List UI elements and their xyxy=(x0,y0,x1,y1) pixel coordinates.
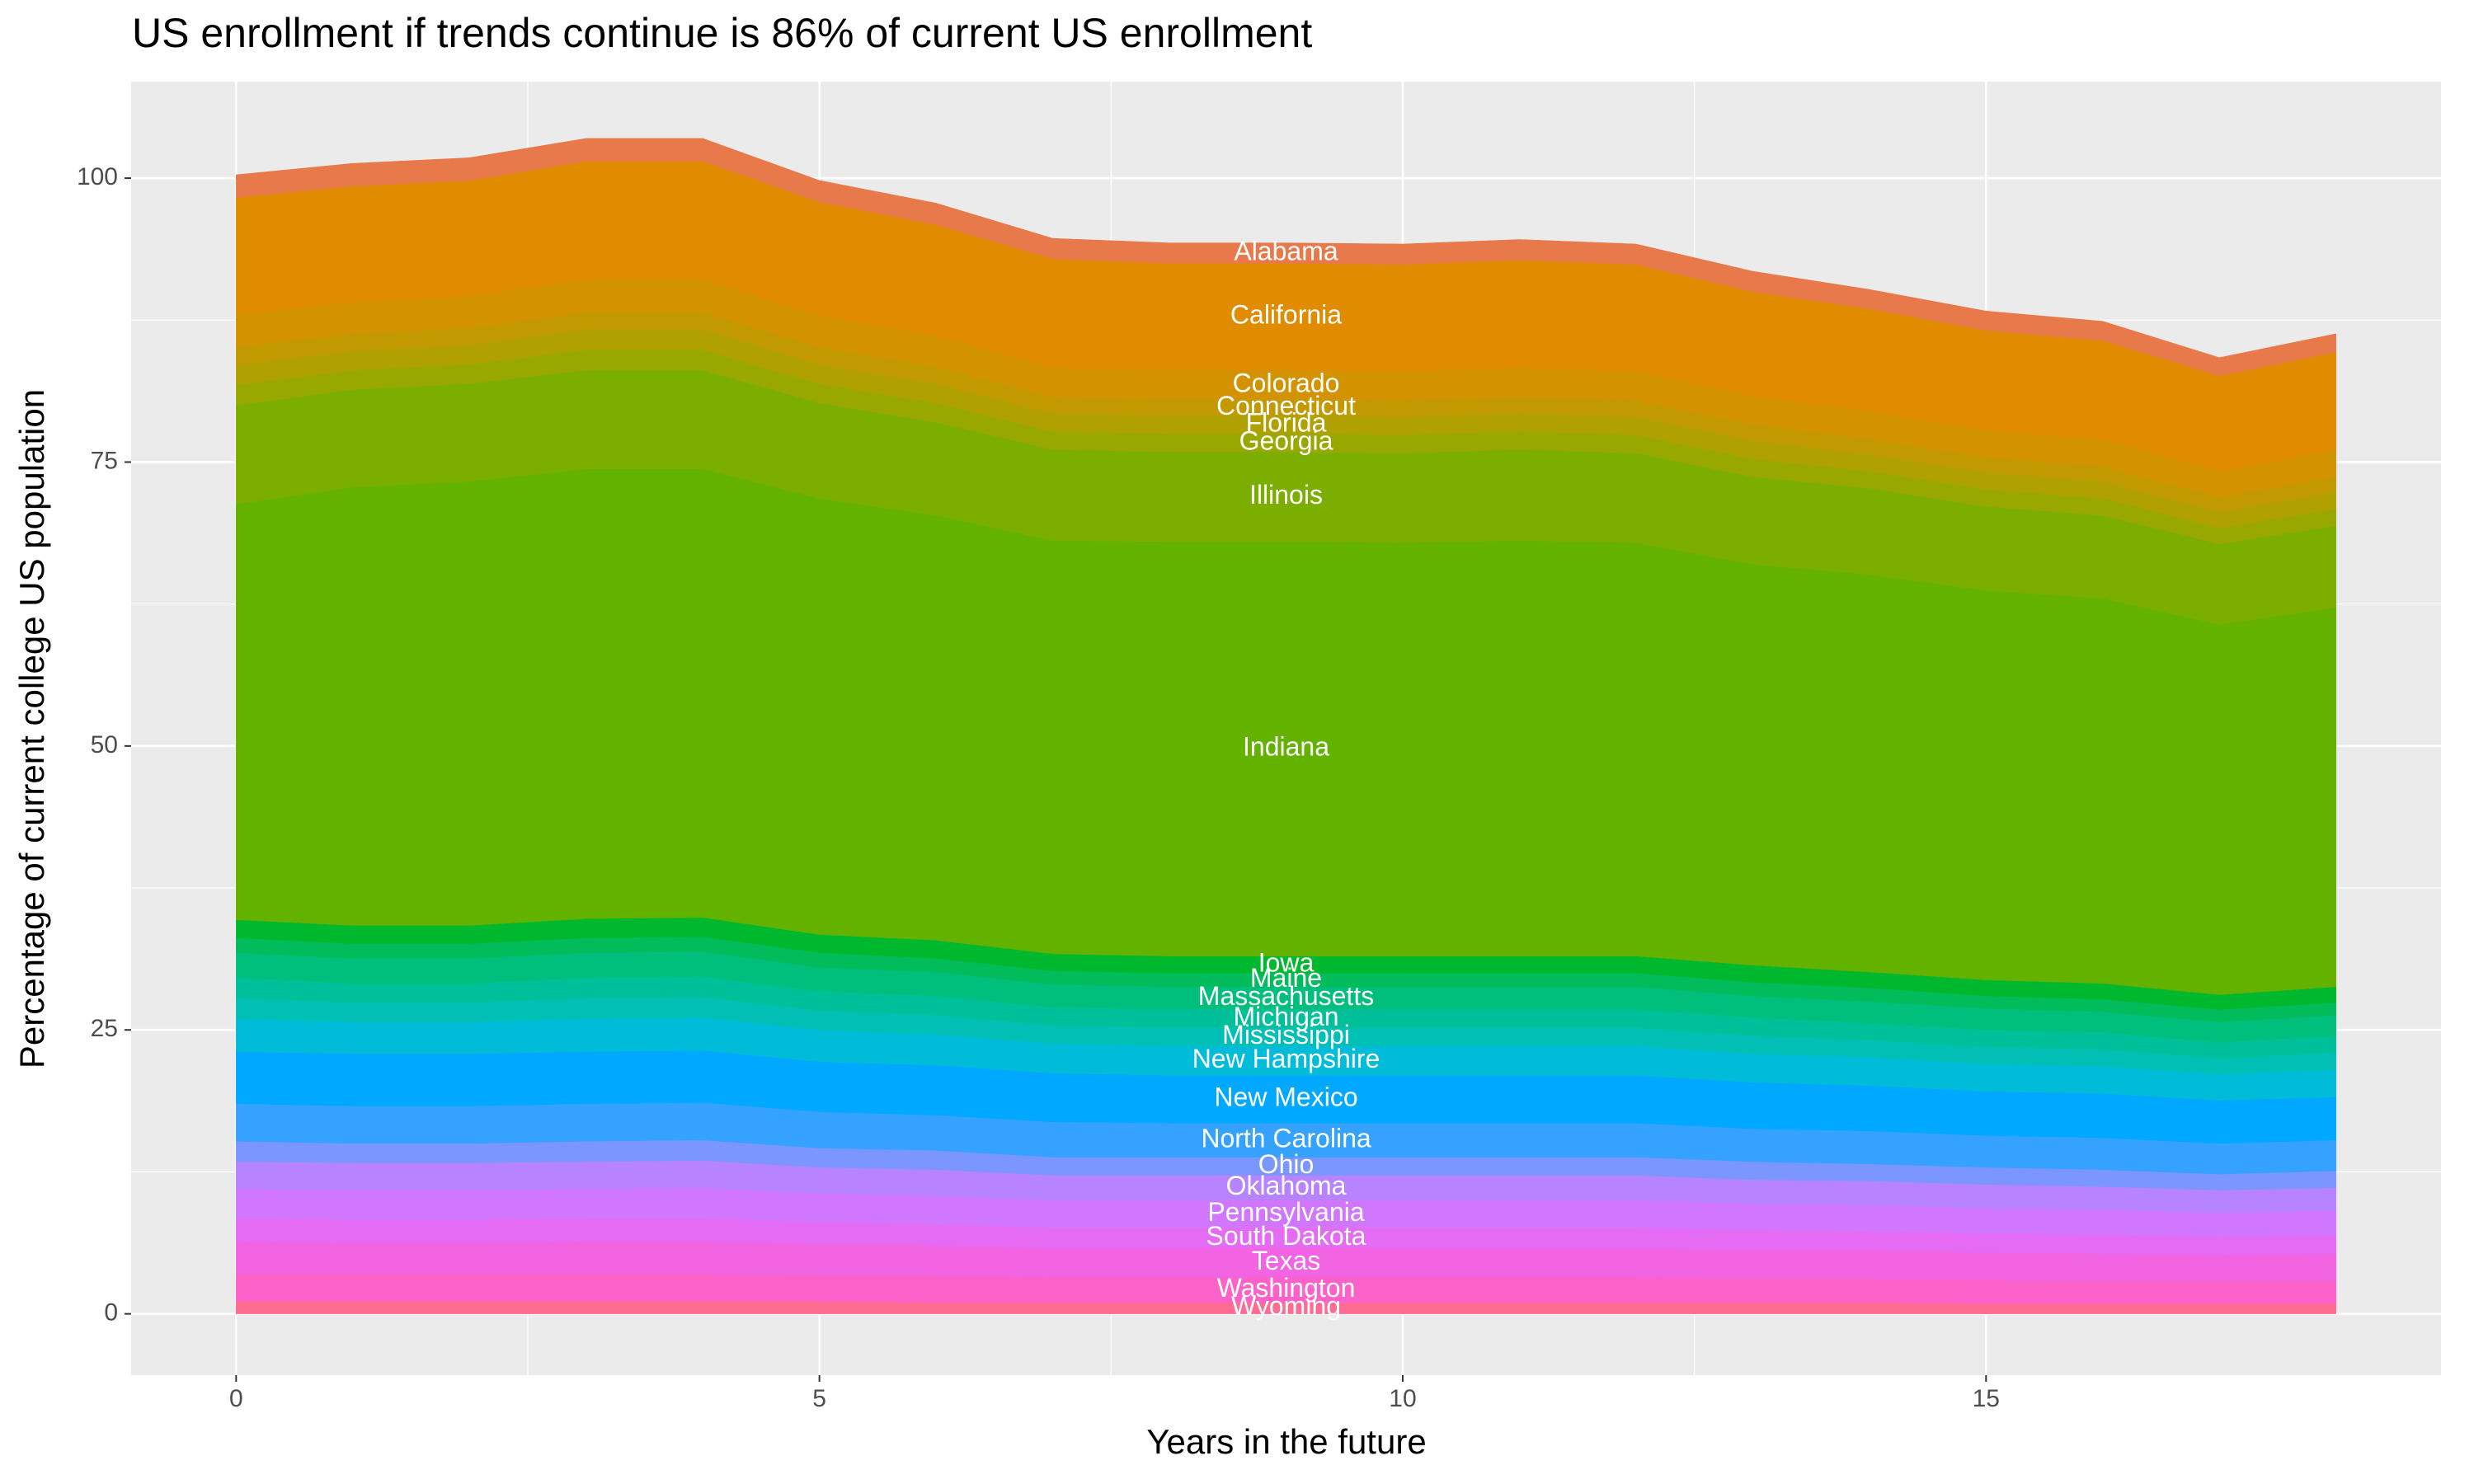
area-label: Wyoming xyxy=(1231,1291,1341,1321)
area-label: Florida xyxy=(1246,407,1327,437)
area-label: Mississippi xyxy=(1222,1020,1350,1050)
x-tick-label: 10 xyxy=(1389,1385,1416,1412)
area-label: Massachusetts xyxy=(1198,981,1374,1011)
area-label: New Mexico xyxy=(1214,1082,1357,1112)
y-tick-label: 0 xyxy=(104,1299,118,1327)
chart-title: US enrollment if trends continue is 86% … xyxy=(132,10,1312,56)
area-label: Washington xyxy=(1217,1273,1356,1303)
x-axis-title: Years in the future xyxy=(1146,1422,1426,1461)
area-label: Connecticut xyxy=(1216,391,1356,420)
area-label: Texas xyxy=(1252,1246,1321,1275)
area-label: Alabama xyxy=(1234,236,1338,265)
area-label: North Carolina xyxy=(1201,1123,1371,1153)
area xyxy=(236,138,2336,377)
area-label: Colorado xyxy=(1233,368,1340,397)
y-axis-title: Percentage of current college US populat… xyxy=(12,389,51,1068)
area-label: Illinois xyxy=(1249,480,1323,510)
area-label: South Dakota xyxy=(1206,1221,1366,1251)
area-label: Ohio xyxy=(1258,1149,1315,1179)
y-tick-label: 50 xyxy=(91,731,118,758)
area-label: California xyxy=(1230,300,1342,330)
area-label: Oklahoma xyxy=(1226,1171,1347,1200)
area-label: Maine xyxy=(1250,963,1322,993)
area-label: Pennsylvania xyxy=(1207,1197,1365,1227)
x-tick-label: 5 xyxy=(812,1385,826,1412)
area-label: Michigan xyxy=(1233,1002,1338,1031)
x-tick-label: 0 xyxy=(229,1385,243,1412)
area-label: Georgia xyxy=(1239,426,1333,456)
area-label: New Hampshire xyxy=(1192,1044,1380,1073)
area-label: Iowa xyxy=(1258,947,1315,977)
y-tick-label: 75 xyxy=(91,447,118,474)
y-tick-label: 100 xyxy=(77,163,118,190)
x-tick-label: 15 xyxy=(1973,1385,2000,1412)
y-tick-label: 25 xyxy=(91,1015,118,1042)
area-label: Indiana xyxy=(1243,732,1329,762)
